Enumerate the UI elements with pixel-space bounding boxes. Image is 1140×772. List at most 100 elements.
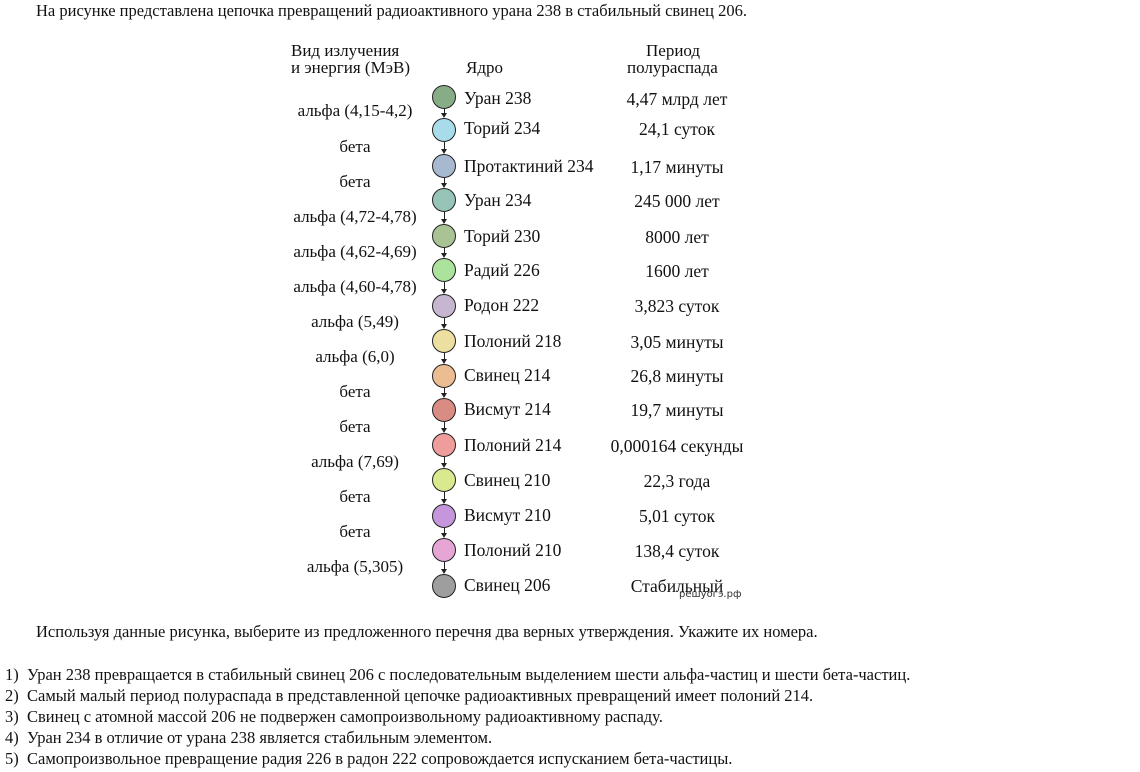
- decay-type-label: бета: [339, 522, 371, 541]
- decay-arrow-line: [444, 178, 445, 183]
- decay-type-label: бета: [339, 417, 371, 436]
- nucleus-circle: [432, 468, 456, 492]
- nucleus-name: Протактиний 234: [464, 156, 594, 176]
- intro-text: На рисунке представлена цепочка превраще…: [36, 1, 748, 20]
- watermark: решуогэ.рф: [679, 589, 742, 600]
- nucleus-circle: [432, 85, 456, 109]
- decay-arrow-line: [444, 388, 445, 393]
- nucleus-circle: [432, 398, 456, 422]
- decay-type-label: альфа (5,49): [311, 312, 399, 331]
- decay-type-label: альфа (4,15-4,2): [297, 101, 413, 120]
- decay-arrow-line: [444, 282, 445, 289]
- decay-type-label: бета: [339, 172, 371, 191]
- decay-arrow-head: [441, 219, 447, 224]
- nucleus-name: Торий 230: [464, 226, 541, 246]
- radiation-header-line1: Вид излучения: [291, 41, 400, 60]
- decay-arrow-line: [444, 109, 445, 113]
- nucleus-circle: [432, 504, 456, 528]
- nucleus-name: Родон 222: [464, 295, 540, 315]
- decay-type-label: альфа (4,72-4,78): [293, 207, 417, 226]
- halflife-value: 26,8 минуты: [630, 366, 724, 386]
- nucleus-name: Уран 238: [464, 88, 532, 108]
- decay-type-label: бета: [339, 382, 371, 401]
- decay-type-label: альфа (6,0): [315, 347, 395, 366]
- decay-arrow-head: [441, 463, 447, 468]
- decay-arrow-head: [441, 359, 447, 364]
- decay-arrow-head: [441, 428, 447, 433]
- nucleus-name: Висмут 214: [464, 399, 551, 419]
- question-text: Используя данные рисунка, выберите из пр…: [36, 622, 818, 641]
- halflife-value: 138,4 суток: [634, 541, 720, 561]
- nucleus-circle: [432, 574, 456, 598]
- decay-arrow-line: [444, 492, 445, 499]
- decay-arrow-line: [444, 457, 445, 463]
- nucleus-circle: [432, 118, 456, 142]
- halflife-value: Стабильный: [630, 576, 724, 596]
- nucleus-circle: [432, 224, 456, 248]
- nucleus-name: Уран 234: [464, 190, 532, 210]
- nucleus-circle: [432, 433, 456, 457]
- nucleus-name: Радий 226: [464, 260, 540, 280]
- halflife-header-line1: Период: [646, 41, 701, 60]
- decay-arrow-line: [444, 212, 445, 219]
- decay-arrow-head: [441, 183, 447, 188]
- decay-arrow-line: [444, 353, 445, 359]
- decay-arrow-head: [441, 113, 447, 118]
- nucleus-header: Ядро: [466, 58, 503, 77]
- answer-option: 2) Самый малый период полураспада в предс…: [5, 686, 813, 706]
- option-text: Свинец с атомной массой 206 не подвержен…: [27, 707, 663, 726]
- option-text: Уран 234 в отличие от урана 238 является…: [27, 728, 493, 747]
- halflife-value: 4,47 млрд лет: [626, 89, 728, 109]
- halflife-value: 24,1 суток: [639, 119, 715, 139]
- decay-arrow-line: [444, 318, 445, 324]
- halflife-value: 3,05 минуты: [630, 332, 724, 352]
- nucleus-name: Полоний 214: [464, 435, 562, 455]
- nucleus-circle: [432, 329, 456, 353]
- nucleus-name: Полоний 218: [464, 331, 562, 351]
- halflife-value: 245 000 лет: [634, 191, 720, 211]
- halflife-value: 5,01 суток: [639, 506, 715, 526]
- halflife-value: 19,7 минуты: [630, 400, 724, 420]
- answer-option: 1) Уран 238 превращается в стабильный сви…: [5, 665, 910, 685]
- nucleus-name: Торий 234: [464, 118, 541, 138]
- option-text: Самый малый период полураспада в предста…: [27, 686, 814, 705]
- halflife-value: 1,17 минуты: [630, 157, 724, 177]
- halflife-value: 8000 лет: [645, 227, 709, 247]
- answer-option: 4) Уран 234 в отличие от урана 238 являет…: [5, 728, 492, 748]
- halflife-value: 22,3 года: [643, 471, 711, 491]
- decay-arrow-line: [444, 142, 445, 149]
- nucleus-circle: [432, 188, 456, 212]
- halflife-value: 3,823 суток: [634, 296, 720, 316]
- decay-arrow-head: [441, 393, 447, 398]
- decay-arrow-head: [441, 499, 447, 504]
- option-text: Самопроизвольное превращение радия 226 в…: [27, 749, 733, 768]
- nucleus-circle: [432, 294, 456, 318]
- halflife-value: 0,000164 секунды: [610, 436, 744, 456]
- answer-option: 3) Свинец с атомной массой 206 не подверж…: [5, 707, 663, 727]
- nucleus-circle: [432, 154, 456, 178]
- nucleus-name: Свинец 214: [464, 365, 551, 385]
- decay-arrow-head: [441, 149, 447, 154]
- decay-arrow-line: [444, 528, 445, 533]
- decay-arrow-head: [441, 289, 447, 294]
- decay-type-label: альфа (5,305): [306, 557, 404, 576]
- option-text: Уран 238 превращается в стабильный свине…: [27, 665, 911, 684]
- decay-arrow-head: [441, 253, 447, 258]
- decay-type-label: альфа (4,62-4,69): [293, 242, 417, 261]
- halflife-header-line2: полураспада: [627, 58, 718, 77]
- nucleus-name: Полоний 210: [464, 540, 562, 560]
- decay-type-label: бета: [339, 487, 371, 506]
- option-number: 1): [5, 665, 19, 684]
- decay-arrow-line: [444, 562, 445, 569]
- decay-arrow-line: [444, 422, 445, 428]
- decay-arrow-head: [441, 324, 447, 329]
- decay-type-label: альфа (4,60-4,78): [293, 277, 417, 296]
- nucleus-name: Свинец 206: [464, 575, 551, 595]
- decay-arrow-line: [444, 248, 445, 253]
- decay-arrow-head: [441, 533, 447, 538]
- nucleus-circle: [432, 538, 456, 562]
- option-number: 4): [5, 728, 19, 747]
- option-number: 2): [5, 686, 19, 705]
- halflife-value: 1600 лет: [645, 261, 709, 281]
- nucleus-circle: [432, 258, 456, 282]
